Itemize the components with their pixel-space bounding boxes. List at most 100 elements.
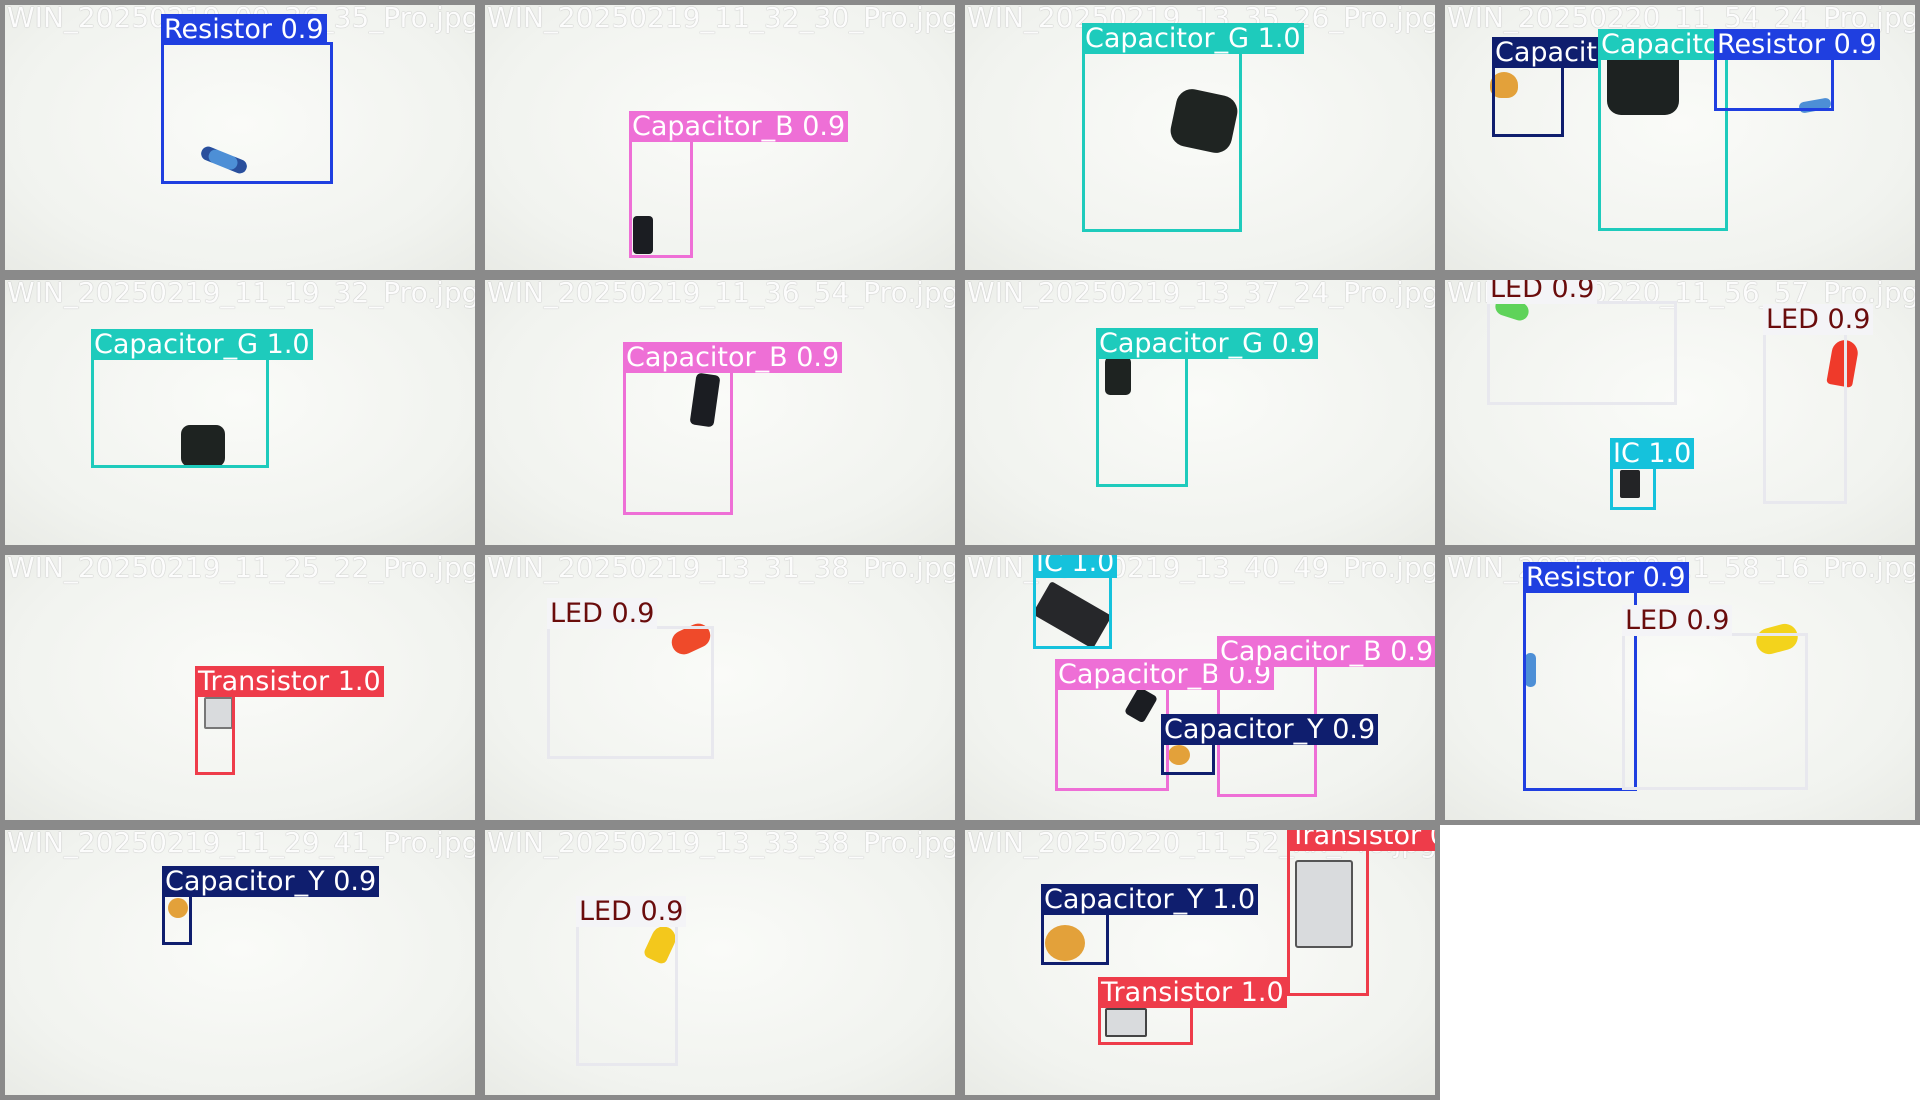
detection-box: LED 0.9 [1487, 280, 1677, 405]
transistor-object [1105, 1008, 1147, 1037]
image-tile: WIN_20250219_11_25_22_Pro.jpg Transistor… [0, 550, 480, 825]
detection-label: Resistor 0.9 [161, 14, 327, 45]
filename-label: WIN_20250220_11_54_24_Pro.jpg [1447, 5, 1915, 34]
photo-area: WIN_20250220_11_58_16_Pro.jpg Resistor 0… [1445, 555, 1915, 820]
filename-label: WIN_20250219_11_19_32_Pro.jpg [7, 280, 475, 309]
image-tile: WIN_20250219_13_35_26_Pro.jpg Capacitor_… [960, 0, 1440, 275]
image-tile: WIN_20250219_11_29_41_Pro.jpg Capacitor_… [0, 825, 480, 1100]
photo-area: WIN_20250220_11_56_57_Pro.jpg LED 0.9 LE… [1445, 280, 1915, 545]
detection-label: Resistor 0.9 [1714, 29, 1880, 60]
detection-box: Capacitor_B 0.9 [629, 111, 849, 258]
capacitor-y-object [1168, 745, 1190, 765]
image-tile: WIN_20250219_13_37_24_Pro.jpg Capacitor_… [960, 275, 1440, 550]
image-tile: WIN_20250219_13_33_38_Pro.jpg LED 0.9 [480, 825, 960, 1100]
detection-label: Transistor 1.0 [1098, 977, 1287, 1008]
capacitor-y-object [168, 898, 188, 918]
detection-label: Capacitor_B 0.9 [629, 111, 849, 142]
detection-label: Capacitor_Y 0.9 [1161, 714, 1379, 745]
detection-box: Capacitor_Y 0.9 [1161, 714, 1379, 775]
capacitor-y-object [1045, 925, 1085, 961]
image-tile: WIN_20250220_11_52_xx_Pro.jpg Transistor… [960, 825, 1440, 1100]
photo-area: WIN_20250219_11_36_54_Pro.jpg Capacitor_… [485, 280, 955, 545]
capacitor-object [181, 425, 225, 467]
detection-box: Resistor 0.9 [161, 14, 333, 184]
photo-area: WIN_20250219_11_25_22_Pro.jpg Transistor… [5, 555, 475, 820]
image-tile: WIN_20250220_11_54_24_Pro.jpg Capacit Ca… [1440, 0, 1920, 275]
detection-label: Capacitor_B 0.9 [623, 342, 843, 373]
detection-box: Capacitor_Y 0.9 [162, 866, 380, 945]
photo-area: WIN_20250219_13_37_24_Pro.jpg Capacitor_… [965, 280, 1435, 545]
image-tile: WIN_20250219_11_19_32_Pro.jpg Capacitor_… [0, 275, 480, 550]
photo-area: WIN_20250219_13_31_38_Pro.jpg LED 0.9 [485, 555, 955, 820]
detection-box: LED 0.9 [1763, 304, 1874, 504]
photo-area: WIN_20250219_13_40_49_Pro.jpg IC 1.0 Cap… [965, 555, 1435, 820]
photo-area: WIN_20250219_11_32_30_Pro.jpg Capacitor_… [485, 5, 955, 270]
detection-box: LED 0.9 [547, 598, 714, 759]
photo-area: WIN_20250219_11_29_41_Pro.jpg Capacitor_… [5, 830, 475, 1095]
detection-box: Capacitor_B 0.9 [623, 342, 843, 515]
detection-label: Capacitor_G 0.9 [1096, 328, 1318, 359]
detection-box: Capacito [1598, 29, 1728, 231]
filename-label: WIN_20250219_11_29_41_Pro.jpg [7, 830, 475, 859]
detection-box: Capacitor_G 1.0 [1082, 23, 1304, 232]
detection-label: Capacitor_B 0.9 [1217, 636, 1435, 667]
image-tile: WIN_20250219_11_32_30_Pro.jpg Capacitor_… [480, 0, 960, 275]
photo-area: WIN_20250219_09_36_35_Pro.jpg Resistor 0… [5, 5, 475, 270]
photo-area: WIN_20250220_11_52_xx_Pro.jpg Transistor… [965, 830, 1435, 1095]
filename-label: WIN_20250219_11_32_30_Pro.jpg [487, 5, 955, 34]
detection-box: Capacitor_G 0.9 [1096, 328, 1318, 487]
detection-label: Capacitor_Y 1.0 [1041, 884, 1259, 915]
image-tile: WIN_20250219_09_36_35_Pro.jpg Resistor 0… [0, 0, 480, 275]
detection-box: Capacitor_G 1.0 [91, 329, 313, 468]
detection-label: LED 0.9 [1763, 304, 1874, 335]
detection-box: Transistor 1.0 [1098, 977, 1287, 1045]
detection-box: Capacitor_B 0.9 [1055, 659, 1275, 791]
ic-object [1620, 470, 1640, 498]
detection-box: Capacitor_Y 1.0 [1041, 884, 1259, 965]
detection-label: Capacitor_G 1.0 [91, 329, 313, 360]
detection-label: Transistor 0.9 [1287, 830, 1435, 851]
filename-label: WIN_20250219_11_25_22_Pro.jpg [7, 555, 475, 584]
detection-box: Transistor 0.9 [1287, 830, 1435, 996]
filename-label: WIN_20250219_13_31_38_Pro.jpg [487, 555, 955, 584]
detection-label: Capacitor_B 0.9 [1055, 659, 1275, 690]
filename-label: WIN_20250219_13_33_38_Pro.jpg [487, 830, 955, 859]
transistor-object [204, 697, 233, 729]
photo-area: WIN_20250219_13_35_26_Pro.jpg Capacitor_… [965, 5, 1435, 270]
detection-label: LED 0.9 [1622, 605, 1733, 636]
detection-box: LED 0.9 [576, 896, 687, 1066]
detection-label: Capacit [1492, 37, 1601, 68]
detection-label: IC 1.0 [1610, 438, 1695, 469]
detection-label: Resistor 0.9 [1523, 562, 1689, 593]
image-tile: WIN_20250219_13_31_38_Pro.jpg LED 0.9 [480, 550, 960, 825]
photo-area: WIN_20250219_13_33_38_Pro.jpg LED 0.9 [485, 830, 955, 1095]
detection-box: IC 1.0 [1033, 555, 1118, 649]
detection-label: Capacitor_Y 0.9 [162, 866, 380, 897]
detection-box: Resistor 0.9 [1714, 29, 1880, 111]
detection-label: LED 0.9 [576, 896, 687, 927]
detection-label: Capacitor_G 1.0 [1082, 23, 1304, 54]
detection-box: LED 0.9 [1622, 605, 1808, 790]
photo-area: WIN_20250219_11_19_32_Pro.jpg Capacitor_… [5, 280, 475, 545]
detection-box: Resistor 0.9 [1523, 562, 1689, 791]
image-tile: WIN_20250220_11_56_57_Pro.jpg LED 0.9 LE… [1440, 275, 1920, 550]
detection-box: IC 1.0 [1610, 438, 1695, 510]
filename-label: WIN_20250219_11_36_54_Pro.jpg [487, 280, 955, 309]
photo-area: WIN_20250220_11_54_24_Pro.jpg Capacit Ca… [1445, 5, 1915, 270]
detection-label: Transistor 1.0 [195, 666, 384, 697]
detection-label: Capacito [1598, 29, 1723, 60]
capacitor-object [633, 216, 653, 254]
detection-box: Capacit [1492, 37, 1601, 137]
detection-box: Transistor 1.0 [195, 666, 384, 775]
detection-label: IC 1.0 [1033, 555, 1118, 578]
transistor-object [1295, 860, 1353, 948]
capacitor-object [1105, 357, 1131, 395]
image-tile: WIN_20250219_11_36_54_Pro.jpg Capacitor_… [480, 275, 960, 550]
resistor-object [1525, 653, 1536, 687]
image-tile: WIN_20250220_11_58_16_Pro.jpg Resistor 0… [1440, 550, 1920, 825]
filename-label: WIN_20250219_13_37_24_Pro.jpg [967, 280, 1435, 309]
detection-label: LED 0.9 [547, 598, 658, 629]
image-tile: WIN_20250219_13_40_49_Pro.jpg IC 1.0 Cap… [960, 550, 1440, 825]
detection-label: LED 0.9 [1487, 280, 1598, 304]
